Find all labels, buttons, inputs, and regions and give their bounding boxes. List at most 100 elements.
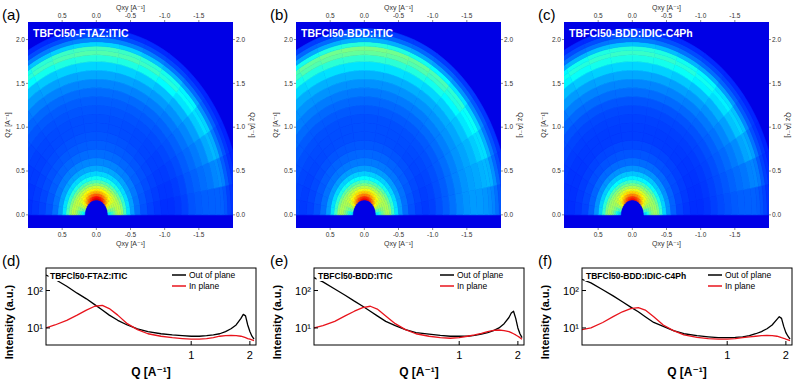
tick-label: -1.5: [193, 231, 205, 238]
ring-segment: [351, 114, 365, 124]
image-area: [564, 22, 769, 228]
legend-label: Out of plane: [189, 270, 236, 280]
ring-segment: [230, 151, 233, 183]
image-area: [28, 22, 233, 228]
ring-segment: [574, 202, 582, 215]
tick-label: -1.0: [427, 12, 439, 19]
tick-mark: [294, 83, 296, 84]
axis-title: Qxy [A⁻¹]: [384, 4, 413, 12]
ring-segment: [564, 164, 570, 183]
ring-segment: [473, 95, 490, 124]
legend-background: [706, 269, 774, 292]
ring-segment: [38, 202, 46, 215]
panel-letter: (b): [270, 6, 288, 23]
tick-mark: [96, 228, 97, 230]
ring-segment: [296, 65, 299, 86]
ring-segment: [567, 200, 575, 214]
ring-segment: [769, 183, 770, 215]
ring-segment: [435, 54, 457, 76]
tick-label: 0.0: [236, 211, 245, 218]
ring-segment: [364, 105, 379, 115]
ring-segment: [86, 140, 96, 150]
tick-label: -1.5: [729, 231, 741, 238]
axis-title: Q [A⁻¹]: [399, 365, 439, 379]
figure: 0.50.50.00.0-0.5-0.5-1.0-1.0-1.5-1.50.00…: [0, 0, 804, 383]
tick-mark: [130, 228, 131, 230]
tick-mark: [734, 20, 735, 22]
ring-segment: [28, 111, 33, 133]
ring-segment: [408, 203, 416, 214]
ring-segment: [588, 205, 594, 215]
tick-label: 1.5: [16, 80, 25, 87]
legend-swatch: [440, 274, 454, 276]
tick-mark: [26, 171, 28, 172]
ring-segment: [626, 165, 633, 171]
tick-label: 0.0: [284, 211, 293, 218]
tick-mark: [26, 214, 28, 215]
tick-label: 0.5: [16, 167, 25, 174]
ring-segment: [130, 206, 135, 215]
ring-segment: [435, 197, 443, 215]
tick-label: 0.0: [360, 12, 369, 19]
ring-segment: [623, 149, 632, 159]
ring-segment: [306, 202, 314, 215]
tick-label: 1: [188, 349, 194, 361]
tick-label: 1.5: [284, 80, 293, 87]
tick-mark: [294, 171, 296, 172]
ring-segment: [326, 206, 331, 215]
ring-segment: [632, 140, 642, 150]
tick-label: 0.5: [594, 231, 603, 238]
tick-label: 2: [783, 349, 789, 361]
ring-segment: [145, 40, 169, 58]
ring-segment: [90, 171, 96, 176]
legend-label: In plane: [725, 281, 756, 291]
ring-segment: [354, 140, 364, 150]
axis-title: Intensity (a.u.): [3, 284, 15, 359]
tick-label: 0.5: [504, 167, 513, 174]
legend-swatch: [172, 285, 186, 287]
ring-segment: [31, 200, 39, 214]
ring-segment: [140, 203, 148, 214]
ring-segment: [90, 165, 97, 171]
axis-title: Qxy [A⁻¹]: [384, 240, 413, 248]
ring-segment: [415, 202, 423, 215]
tick-label: 2.0: [772, 36, 781, 43]
tick-label: -1.0: [159, 231, 171, 238]
tick-mark: [198, 228, 199, 230]
ring-segment: [497, 184, 501, 215]
tick-mark: [249, 341, 250, 345]
ring-segment: [28, 180, 29, 199]
ring-segment: [364, 158, 372, 166]
ring-segment: [364, 140, 374, 150]
ring-segment: [89, 158, 97, 166]
tick-label: 1.0: [16, 123, 25, 130]
data-line: [46, 305, 254, 340]
tick-mark: [598, 20, 599, 22]
ring-segment: [296, 69, 300, 89]
tick-mark: [233, 171, 235, 172]
tick-label: 1.5: [236, 80, 245, 87]
panel-letter: (e): [270, 252, 288, 269]
tick-mark: [769, 127, 771, 128]
legend: Out of planeIn plane: [706, 269, 774, 292]
axis-title: Qz [A⁻¹]: [248, 112, 256, 138]
tick-mark: [330, 228, 331, 230]
tick-label: 10²: [295, 285, 311, 297]
tick-label: -0.5: [393, 12, 405, 19]
ring-segment: [85, 132, 96, 142]
plot-title: TBFCl50-FTAZ:ITIC: [50, 271, 127, 281]
tick-mark: [466, 20, 467, 22]
ring-segment: [455, 72, 475, 98]
tick-mark: [398, 228, 399, 230]
axis-title: Qz [A⁻¹]: [4, 112, 12, 138]
tick-label: 0.0: [92, 231, 101, 238]
plot-title: TBFCl50-BDD:IDIC-C4Ph: [586, 271, 686, 281]
plot-frame: [46, 268, 256, 345]
ring-segment: [364, 171, 370, 176]
tick-mark: [330, 20, 331, 22]
ring-segment: [681, 40, 705, 58]
ring-segment: [703, 197, 711, 215]
ring-segment: [28, 160, 29, 180]
tick-mark: [233, 83, 235, 84]
tick-mark: [314, 290, 318, 291]
